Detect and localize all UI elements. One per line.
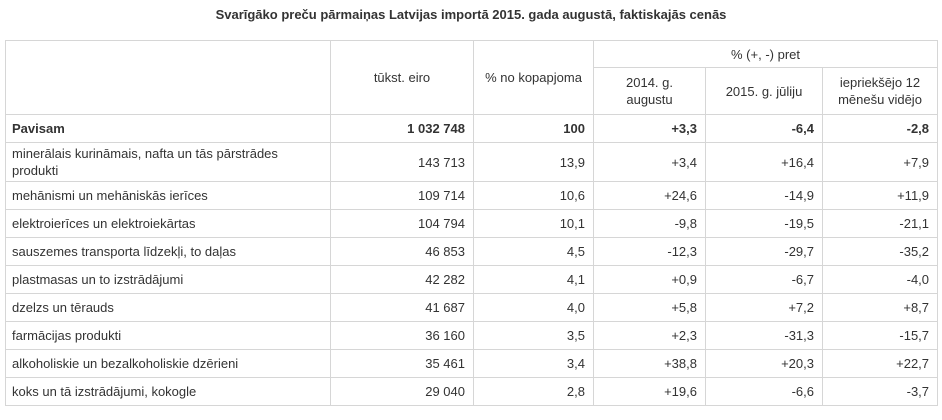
header-change-12m-avg: iepriekšējo 12 mēnešu vidējo [821,67,939,115]
row-name-cell: alkoholiskie un bezalkoholiskie dzērieni [5,349,331,378]
header-change-prev-month: 2015. g. jūliju [705,67,823,115]
row-change-prev-month-cell: +20,3 [705,349,823,378]
header-blank [5,40,331,115]
row-share-cell: 10,6 [473,181,594,210]
row-change-prev-month-cell: +16,4 [705,142,823,182]
row-change-12m-avg-cell: -15,7 [821,321,939,350]
table-row: dzelzs un tērauds 41 687 4,0 +5,8 +7,2 +8,7 [5,293,939,322]
table-row: koks un tā izstrādājumi, kokogle 29 040 2,… [5,377,939,406]
row-change-12m-avg-cell: +11,9 [821,181,939,210]
row-change-prev-year-cell: +3,3 [593,114,706,143]
table-row: sauszemes transporta līdzekļi, to daļas 4… [5,237,939,266]
row-share-cell: 4,1 [473,265,594,294]
row-name-cell: dzelzs un tērauds [5,293,331,322]
row-share-cell: 4,0 [473,293,594,322]
row-name-cell: elektroierīces un elektroiekārtas [5,209,331,238]
row-change-prev-year-cell: -12,3 [593,237,706,266]
import-changes-table: tūkst. eiro % no kopapjoma % (+, -) pret… [5,40,939,406]
row-value-cell: 36 160 [330,321,474,350]
row-change-prev-year-cell: +3,4 [593,142,706,182]
row-change-prev-month-cell: +7,2 [705,293,823,322]
table-row: alkoholiskie un bezalkoholiskie dzērieni… [5,349,939,378]
row-change-prev-month-cell: -6,4 [705,114,823,143]
row-name-cell: mehānismi un mehāniskās ierīces [5,181,331,210]
row-share-cell: 4,5 [473,237,594,266]
row-name-cell: farmācijas produkti [5,321,331,350]
row-change-prev-year-cell: -9,8 [593,209,706,238]
table-row: plastmasas un to izstrādājumi 42 282 4,1 +0… [5,265,939,294]
row-change-12m-avg-cell: +8,7 [821,293,939,322]
row-share-cell: 3,4 [473,349,594,378]
row-change-prev-year-cell: +38,8 [593,349,706,378]
row-share-cell: 3,5 [473,321,594,350]
row-value-cell: 1 032 748 [330,114,474,143]
row-value-cell: 46 853 [330,237,474,266]
header-share: % no kopapjoma [473,40,594,115]
row-name-cell: sauszemes transporta līdzekļi, to daļas [5,237,331,266]
row-name-cell: koks un tā izstrādājumi, kokogle [5,377,331,406]
row-change-12m-avg-cell: +7,9 [821,142,939,182]
row-change-prev-year-cell: +24,6 [593,181,706,210]
table-row: minerālais kurināmais, nafta un tās pārs… [5,142,939,182]
row-change-12m-avg-cell: -3,7 [821,377,939,406]
row-value-cell: 104 794 [330,209,474,238]
row-value-cell: 29 040 [330,377,474,406]
row-change-12m-avg-cell: -35,2 [821,237,939,266]
table-row: farmācijas produkti 36 160 3,5 +2,3 -31,3 -15… [5,321,939,350]
header-change-group: % (+, -) pret [592,40,939,68]
row-share-cell: 13,9 [473,142,594,182]
row-name-cell: plastmasas un to izstrādājumi [5,265,331,294]
row-value-cell: 143 713 [330,142,474,182]
row-change-prev-year-cell: +19,6 [593,377,706,406]
row-share-cell: 10,1 [473,209,594,238]
table-row: mehānismi un mehāniskās ierīces 109 714 10… [5,181,939,210]
row-value-cell: 109 714 [330,181,474,210]
row-change-prev-month-cell: -6,6 [705,377,823,406]
row-share-cell: 100 [473,114,594,143]
row-change-prev-year-cell: +5,8 [593,293,706,322]
row-change-12m-avg-cell: +22,7 [821,349,939,378]
header-change-prev-year: 2014. g. augustu [593,67,706,115]
row-change-prev-month-cell: -31,3 [705,321,823,350]
row-value-cell: 35 461 [330,349,474,378]
row-change-prev-month-cell: -19,5 [705,209,823,238]
row-value-cell: 42 282 [330,265,474,294]
row-change-12m-avg-cell: -21,1 [821,209,939,238]
row-share-cell: 2,8 [473,377,594,406]
row-name-cell: Pavisam [5,114,331,143]
row-change-12m-avg-cell: -2,8 [821,114,939,143]
row-change-prev-month-cell: -6,7 [705,265,823,294]
row-value-cell: 41 687 [330,293,474,322]
row-change-prev-year-cell: +2,3 [593,321,706,350]
row-name-cell: minerālais kurināmais, nafta un tās pārs… [5,142,331,182]
table-title: Svarīgāko preču pārmaiņas Latvijas impor… [215,7,727,22]
row-change-prev-year-cell: +0,9 [593,265,706,294]
row-change-prev-month-cell: -14,9 [705,181,823,210]
row-change-12m-avg-cell: -4,0 [821,265,939,294]
header-value: tūkst. eiro [330,40,474,115]
table-row-total: Pavisam 1 032 748 100 +3,3 -6,4 -2,8 [5,114,939,143]
table-row: elektroierīces un elektroiekārtas 104 794… [5,209,939,238]
row-change-prev-month-cell: -29,7 [705,237,823,266]
